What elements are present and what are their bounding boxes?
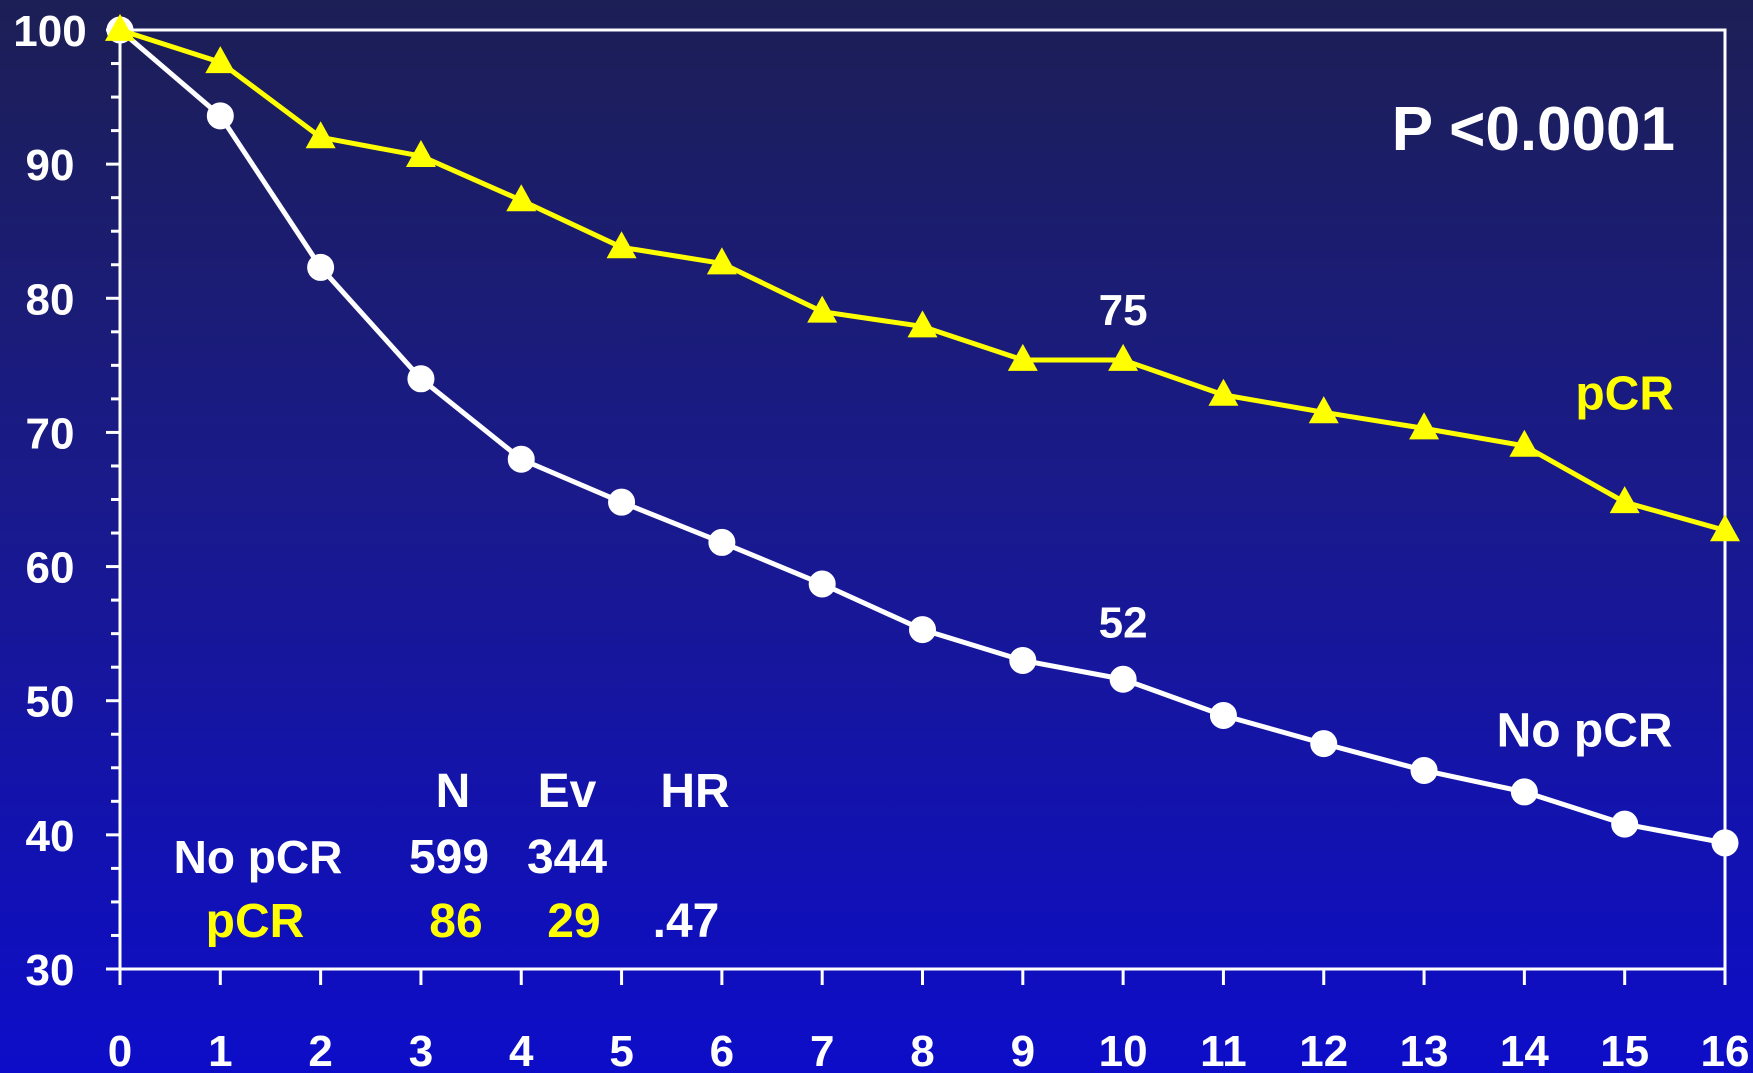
data-point-pcr: [405, 139, 436, 168]
data-point-no-pcr: [1109, 665, 1137, 693]
data-point-pcr: [305, 121, 336, 149]
table-cell-pcr-n: 86: [429, 895, 482, 948]
x-tick-label: 9: [1011, 1027, 1035, 1073]
data-point-pcr: [1108, 343, 1139, 371]
data-point-no-pcr: [1611, 810, 1639, 838]
data-point-pcr: [907, 310, 938, 338]
x-tick-label: 4: [509, 1027, 534, 1073]
table-cell-nopcr-n: 599: [409, 831, 489, 884]
series-label-nopcr: No pCR: [1497, 704, 1673, 757]
data-point-pcr: [1710, 514, 1740, 542]
pcr-endpoint-label: 75: [1099, 286, 1148, 335]
data-point-pcr: [1609, 486, 1640, 514]
data-point-no-pcr: [1711, 829, 1739, 857]
data-point-pcr: [807, 295, 838, 323]
data-point-pcr: [1509, 429, 1540, 457]
x-tick-label: 15: [1600, 1027, 1649, 1073]
x-tick-label: 7: [810, 1027, 834, 1073]
data-point-no-pcr: [1009, 646, 1037, 674]
data-point-no-pcr: [808, 570, 836, 598]
y-tick-label: 60: [26, 544, 75, 593]
data-point-pcr: [1007, 343, 1038, 371]
x-tick-label: 14: [1500, 1027, 1549, 1073]
data-point-pcr: [1208, 378, 1239, 406]
data-point-no-pcr: [708, 528, 736, 556]
data-point-pcr: [1308, 396, 1339, 424]
data-point-pcr: [105, 13, 135, 41]
y-tick-label: 40: [26, 812, 75, 861]
table-header-ev: Ev: [538, 765, 597, 818]
data-point-no-pcr: [909, 616, 936, 644]
x-tick-label: 3: [409, 1027, 433, 1073]
y-tick-label: 80: [26, 275, 75, 324]
data-point-pcr: [606, 231, 637, 259]
y-tick-label: 30: [26, 946, 75, 995]
x-tick-label: 8: [910, 1027, 934, 1073]
y-tick-label: 90: [26, 141, 75, 190]
data-point-no-pcr: [1410, 756, 1438, 784]
summary-table: N Ev HR No pCR 599 344 pCR 86 29 .47: [174, 765, 730, 948]
x-tick-label: 5: [609, 1027, 633, 1073]
y-tick-label: 100: [13, 7, 86, 56]
data-point-no-pcr: [206, 102, 234, 130]
series-label-pcr: pCR: [1575, 368, 1674, 421]
x-tick-label: 6: [710, 1027, 734, 1073]
table-cell-pcr-hr: .47: [653, 895, 720, 948]
x-tick-label: 11: [1200, 1027, 1247, 1073]
x-tick-label: 13: [1400, 1027, 1449, 1073]
table-cell-nopcr-ev: 344: [527, 831, 607, 884]
data-point-pcr: [205, 46, 236, 74]
data-point-no-pcr: [407, 365, 435, 393]
data-point-no-pcr: [1310, 730, 1338, 758]
data-point-no-pcr: [1209, 701, 1237, 729]
table-row-label-nopcr: No pCR: [174, 831, 343, 883]
p-value-annotation: P <0.0001: [1392, 95, 1675, 164]
x-tick-label: 16: [1701, 1027, 1750, 1073]
data-point-pcr: [706, 247, 737, 275]
nopcr-endpoint-label: 52: [1099, 599, 1148, 648]
series-layer: [105, 13, 1740, 857]
x-tick-label: 0: [108, 1027, 132, 1073]
y-tick-label: 50: [26, 678, 75, 727]
table-header-hr: HR: [660, 765, 729, 818]
data-point-pcr: [506, 184, 537, 212]
table-cell-pcr-ev: 29: [547, 895, 600, 948]
data-point-no-pcr: [507, 445, 535, 473]
x-tick-label: 2: [308, 1027, 332, 1073]
table-row-label-pcr: pCR: [206, 895, 305, 948]
data-point-pcr: [1409, 412, 1440, 440]
x-tick-label: 1: [208, 1027, 232, 1073]
y-tick-label: 70: [26, 409, 75, 458]
data-point-no-pcr: [307, 253, 335, 281]
x-tick-label: 12: [1299, 1027, 1348, 1073]
data-point-no-pcr: [608, 488, 636, 516]
table-header-n: N: [436, 765, 471, 818]
plot-frame: [118, 28, 1727, 971]
x-tick-label: 10: [1099, 1027, 1148, 1073]
data-point-no-pcr: [1510, 778, 1538, 806]
